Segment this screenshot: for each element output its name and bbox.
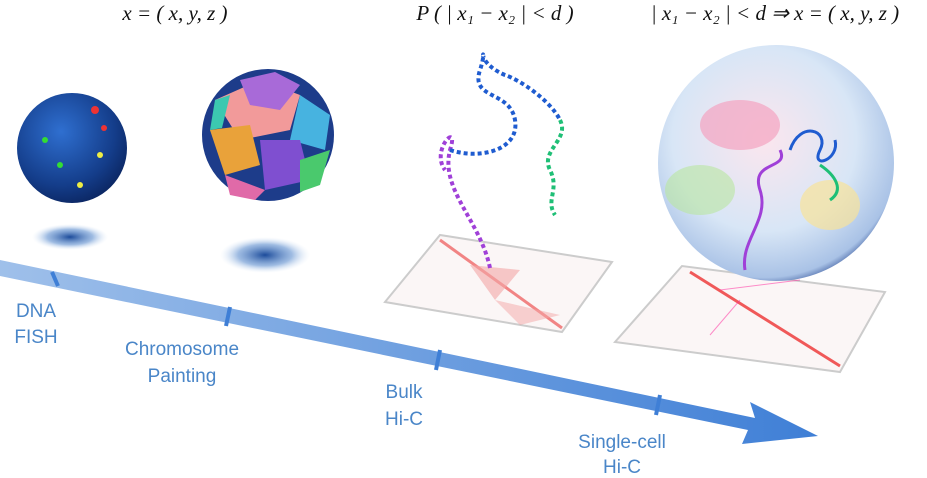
method-label: Single-cell Hi-C (578, 432, 666, 478)
formula: x = ( x, y, z ) (121, 1, 227, 25)
method-label: Bulk Hi-C (385, 382, 423, 430)
bulk-hic (383, 52, 614, 334)
single-cell-hic (613, 45, 894, 374)
method-label: DNA FISH (14, 301, 57, 348)
painted-nucleus (202, 69, 334, 273)
fish-nucleus (17, 93, 127, 250)
timeline-arrow (0, 260, 818, 444)
formula: P ( | x₁ − x₂ | < d ) (415, 1, 573, 25)
formula: | x₁ − x₂ | < d ⇒ x = ( x, y, z ) (651, 1, 899, 25)
method-label: Chromosome Painting (125, 339, 239, 387)
